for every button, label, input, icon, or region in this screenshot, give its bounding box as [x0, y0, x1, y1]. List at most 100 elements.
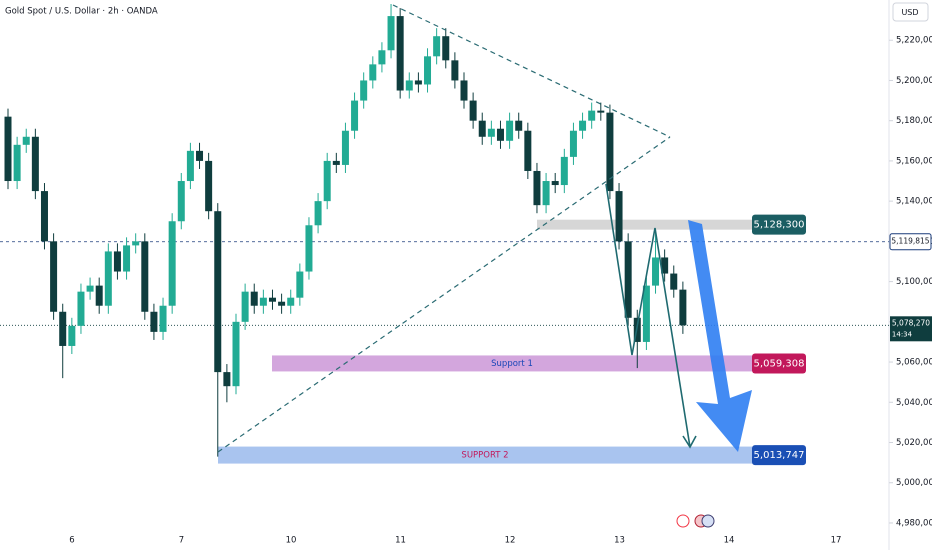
- candle-body: [652, 257, 660, 286]
- currency-label: USD: [901, 8, 918, 17]
- candle-body: [560, 156, 568, 186]
- candle-body: [314, 201, 322, 226]
- event-icon[interactable]: [676, 514, 690, 528]
- candle-body: [196, 150, 204, 161]
- last-price-label: 5,078,270: [892, 318, 930, 327]
- candle-body: [624, 241, 632, 318]
- x-tick-label: 11: [395, 536, 406, 546]
- candle-body: [606, 112, 614, 192]
- candle-body: [287, 297, 295, 306]
- y-tick-label: 4,980,000: [896, 518, 932, 528]
- candle-body: [4, 116, 12, 182]
- candle-body: [496, 128, 504, 141]
- y-tick-label: 5,060,000: [896, 358, 932, 368]
- candle-body: [13, 144, 21, 182]
- candle-body: [132, 241, 140, 246]
- candle-body: [104, 251, 112, 306]
- candle-body: [31, 136, 39, 192]
- x-tick-label: 10: [286, 536, 297, 546]
- zone: [272, 355, 752, 372]
- triangle-upper-line: [392, 4, 671, 138]
- candle-body: [323, 160, 331, 202]
- x-tick-label: 12: [505, 536, 516, 546]
- price-tag-label: 5,119,815: [891, 237, 929, 246]
- candle-body: [77, 291, 85, 326]
- candle-body: [551, 181, 559, 186]
- candle-body: [168, 221, 176, 306]
- candle-body: [332, 160, 340, 165]
- candle-body: [68, 325, 76, 346]
- projection-path: [605, 183, 691, 448]
- y-tick-label: 5,000,000: [896, 478, 932, 488]
- candle-body: [360, 80, 368, 101]
- y-tick-label: 5,040,000: [896, 398, 932, 408]
- candle-body: [460, 80, 468, 101]
- candle-body: [515, 120, 523, 131]
- candle-body: [341, 130, 349, 165]
- candle-body: [405, 80, 413, 91]
- candle-body: [387, 16, 395, 51]
- candle-body: [524, 130, 532, 171]
- candle-body: [442, 36, 450, 61]
- price-axis: 5,220,000 5,200,000 5,180,000 5,160,000 5,14…: [69, 36, 932, 546]
- price-tag-label: 5,059,308: [754, 358, 805, 369]
- candle-body: [506, 120, 514, 141]
- candle-body: [487, 128, 495, 137]
- drawings: [217, 4, 752, 528]
- price-tag: [889, 233, 932, 251]
- candle-body: [542, 181, 550, 206]
- candle-body: [451, 60, 459, 81]
- forecast-arrow: [688, 220, 752, 452]
- price-tag: [752, 445, 806, 466]
- projection-arrowhead: [682, 435, 697, 449]
- candle-body: [278, 301, 286, 306]
- candle-body: [205, 160, 213, 212]
- zone: [218, 446, 752, 464]
- candle-body: [597, 110, 605, 113]
- price-tag: [752, 353, 806, 374]
- candle-body: [679, 289, 687, 326]
- candle-body: [615, 191, 623, 242]
- x-tick-label: 17: [831, 536, 842, 546]
- candle-body: [250, 291, 258, 306]
- currency-button[interactable]: [892, 2, 929, 22]
- candle-body: [232, 321, 240, 387]
- candle-body: [95, 285, 103, 306]
- price-tag: [752, 214, 806, 235]
- y-tick-label: 5,020,000: [896, 438, 932, 448]
- zone: [537, 219, 752, 230]
- candle-body: [223, 372, 231, 387]
- candle-body: [177, 181, 185, 222]
- candles: [4, 4, 687, 457]
- candle-body: [661, 257, 669, 274]
- candle-body: [670, 273, 678, 290]
- candle-body: [214, 211, 222, 373]
- candle-body: [378, 50, 386, 65]
- x-tick-label: 14: [724, 536, 735, 546]
- candle-body: [478, 120, 486, 137]
- triangle-lower-line: [217, 136, 671, 453]
- y-tick-label: 5,200,000: [896, 76, 932, 86]
- candle-body: [50, 241, 58, 312]
- candle-body: [40, 191, 48, 242]
- candle-body: [150, 311, 158, 332]
- x-tick-label: 7: [179, 536, 184, 546]
- flag-icon[interactable]: [701, 514, 715, 528]
- zone-label: Support 1: [491, 359, 533, 369]
- y-tick-label: 5,100,000: [896, 277, 932, 287]
- candle-body: [351, 100, 359, 131]
- candle-body: [533, 170, 541, 206]
- last-price-tag: [890, 316, 932, 342]
- candle-body: [369, 64, 377, 81]
- candle-body: [113, 251, 121, 272]
- y-tick-label: 5,160,000: [896, 156, 932, 166]
- zone-label: SUPPORT 2: [461, 451, 508, 461]
- candle-body: [159, 305, 167, 332]
- candle-body: [424, 56, 432, 85]
- candle-body: [433, 36, 441, 57]
- y-tick-label: 5,220,000: [896, 36, 932, 46]
- candle-body: [268, 297, 276, 302]
- last-price-time: 14:34: [892, 330, 913, 338]
